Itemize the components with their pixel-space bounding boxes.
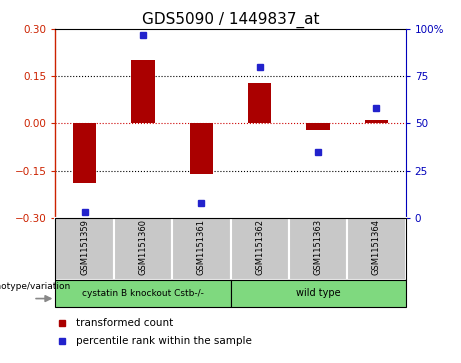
Text: GSM1151362: GSM1151362 [255,219,264,276]
Bar [55,218,114,280]
Text: cystatin B knockout Cstb-/-: cystatin B knockout Cstb-/- [82,289,204,298]
Text: transformed count: transformed count [77,318,174,329]
Bar [365,120,388,123]
Bar [230,280,406,307]
Text: GSM1151359: GSM1151359 [80,220,89,276]
Text: GSM1151363: GSM1151363 [313,219,323,276]
Bar [307,123,330,130]
Bar [73,123,96,183]
Text: percentile rank within the sample: percentile rank within the sample [77,336,252,346]
Bar [230,218,289,280]
Title: GDS5090 / 1449837_at: GDS5090 / 1449837_at [142,12,319,28]
Text: wild type: wild type [296,288,340,298]
Text: GSM1151360: GSM1151360 [138,219,148,276]
Text: genotype/variation: genotype/variation [0,282,71,291]
Bar [248,82,272,123]
Bar [172,218,230,280]
Bar [289,218,347,280]
Text: GSM1151361: GSM1151361 [197,219,206,276]
Bar [347,218,406,280]
Bar [55,280,230,307]
Bar [131,61,154,123]
Text: GSM1151364: GSM1151364 [372,219,381,276]
Bar [114,218,172,280]
Bar [189,123,213,174]
